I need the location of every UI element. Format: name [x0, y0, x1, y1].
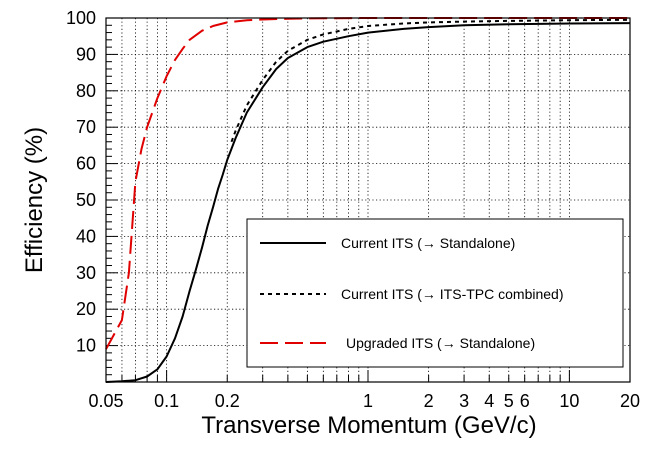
- y-tick-label: 60: [76, 154, 96, 174]
- y-tick-labels: 10 20 30 40 50 60 70 80 90 100: [66, 8, 96, 356]
- x-tick-labels: 0.05 0.1 0.2 1 2 3 4 5 6 10 20: [88, 391, 640, 411]
- x-tick-label: 3: [459, 391, 469, 411]
- series-current-its: [105, 22, 631, 383]
- x-axis-label: Transverse Momentum (GeV/c): [201, 412, 536, 439]
- x-tick-label: 6: [520, 391, 530, 411]
- legend-label-its-tpc: Current ITS (→ ITS-TPC combined): [341, 286, 564, 302]
- x-tick-label: 1: [363, 391, 373, 411]
- axis-ticks: [105, 17, 631, 382]
- x-tick-label: 2: [424, 391, 434, 411]
- legend: Current ITS (→ Standalone) Current ITS (…: [246, 218, 624, 368]
- plot-frame: [105, 17, 631, 383]
- y-tick-label: 30: [76, 263, 96, 283]
- y-tick-label: 90: [76, 44, 96, 64]
- x-tick-label: 20: [620, 391, 640, 411]
- y-tick-label: 20: [76, 299, 96, 319]
- y-tick-label: 40: [76, 226, 96, 246]
- x-tick-label: 5: [504, 391, 514, 411]
- x-tick-label: 0.2: [215, 391, 240, 411]
- y-tick-label: 10: [76, 336, 96, 356]
- y-tick-label: 100: [66, 8, 96, 28]
- x-tick-label: 10: [559, 391, 579, 411]
- y-axis-label: Efficiency (%): [21, 127, 48, 273]
- x-tick-label: 0.1: [154, 391, 179, 411]
- legend-label-current-its: Current ITS (→ Standalone): [341, 235, 515, 251]
- series-its-tpc-combined: [230, 18, 631, 143]
- y-tick-label: 70: [76, 117, 96, 137]
- legend-label-upgraded-its: Upgraded ITS (→ Standalone): [346, 335, 535, 351]
- y-tick-label: 50: [76, 190, 96, 210]
- x-tick-label: 0.05: [88, 391, 123, 411]
- y-tick-label: 80: [76, 81, 96, 101]
- x-tick-label: 4: [484, 391, 494, 411]
